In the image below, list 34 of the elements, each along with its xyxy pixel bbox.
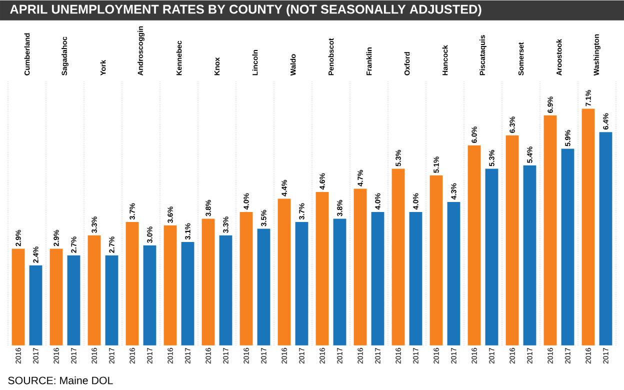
bar xyxy=(181,242,194,346)
bar xyxy=(354,188,367,346)
bar xyxy=(316,192,329,346)
bar xyxy=(561,148,574,346)
bar xyxy=(485,168,498,346)
bar xyxy=(333,218,346,346)
bar xyxy=(240,212,253,346)
bar xyxy=(67,255,80,346)
bar xyxy=(582,108,595,346)
bar xyxy=(12,248,25,346)
bar xyxy=(105,255,118,346)
bar xyxy=(409,212,422,346)
bar xyxy=(430,175,443,346)
source-note: SOURCE: Maine DOL xyxy=(8,376,113,384)
bar xyxy=(164,225,177,346)
bar xyxy=(295,222,308,346)
bar xyxy=(523,165,536,346)
bar xyxy=(278,198,291,346)
bar xyxy=(219,235,232,346)
chart-title: APRIL UNEMPLOYMENT RATES BY COUNTY (NOT SEASONALLY ADJUSTED) xyxy=(10,4,482,16)
bar xyxy=(544,115,557,346)
bar xyxy=(506,135,519,346)
bar xyxy=(392,168,405,346)
bar xyxy=(468,145,481,346)
bar xyxy=(599,132,612,346)
bar xyxy=(257,228,270,346)
bar xyxy=(50,248,63,346)
bar xyxy=(143,245,156,346)
bar xyxy=(29,265,42,346)
bar xyxy=(447,202,460,346)
bar xyxy=(202,218,215,346)
bar xyxy=(88,235,101,346)
bar xyxy=(126,222,139,346)
bar xyxy=(371,212,384,346)
